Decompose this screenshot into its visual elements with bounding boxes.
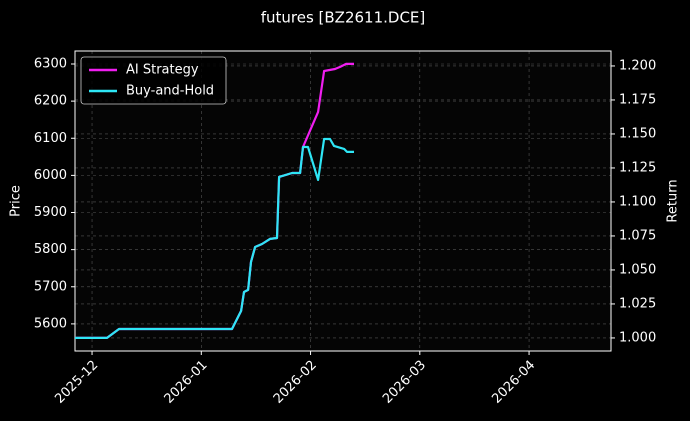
y2-tick-label: 1.025 [619, 296, 656, 311]
y2-axis-label: Return [666, 179, 681, 222]
y2-tick-label: 1.150 [619, 126, 656, 141]
y2-tick-label: 1.050 [619, 262, 656, 277]
legend-box [80, 56, 227, 105]
y2-tick-label: 1.125 [619, 160, 656, 175]
y-tick-label: 6000 [34, 168, 67, 183]
y-axis-label: Price [9, 185, 24, 217]
y-tick-label: 5700 [34, 279, 67, 294]
series-line [75, 137, 354, 339]
plot-frame [74, 50, 612, 352]
y-tick-label: 6300 [34, 56, 67, 71]
y2-tick-label: 1.075 [619, 228, 656, 243]
y-tick-label: 5900 [34, 205, 67, 220]
y2-tick-label: 1.175 [619, 92, 656, 107]
y-tick-label: 6100 [34, 131, 67, 146]
chart-title: futures [BZ2611.DCE] [261, 9, 426, 27]
y-tick-label: 6200 [34, 94, 67, 109]
legend-label: Buy-and-Hold [126, 84, 214, 99]
y-tick-label: 5800 [34, 242, 67, 257]
legend-label: AI Strategy [126, 63, 199, 78]
y2-tick-label: 1.200 [619, 58, 656, 73]
y-tick-label: 5600 [34, 316, 67, 331]
y2-tick-label: 1.000 [619, 330, 656, 345]
y2-tick-label: 1.100 [619, 194, 656, 209]
